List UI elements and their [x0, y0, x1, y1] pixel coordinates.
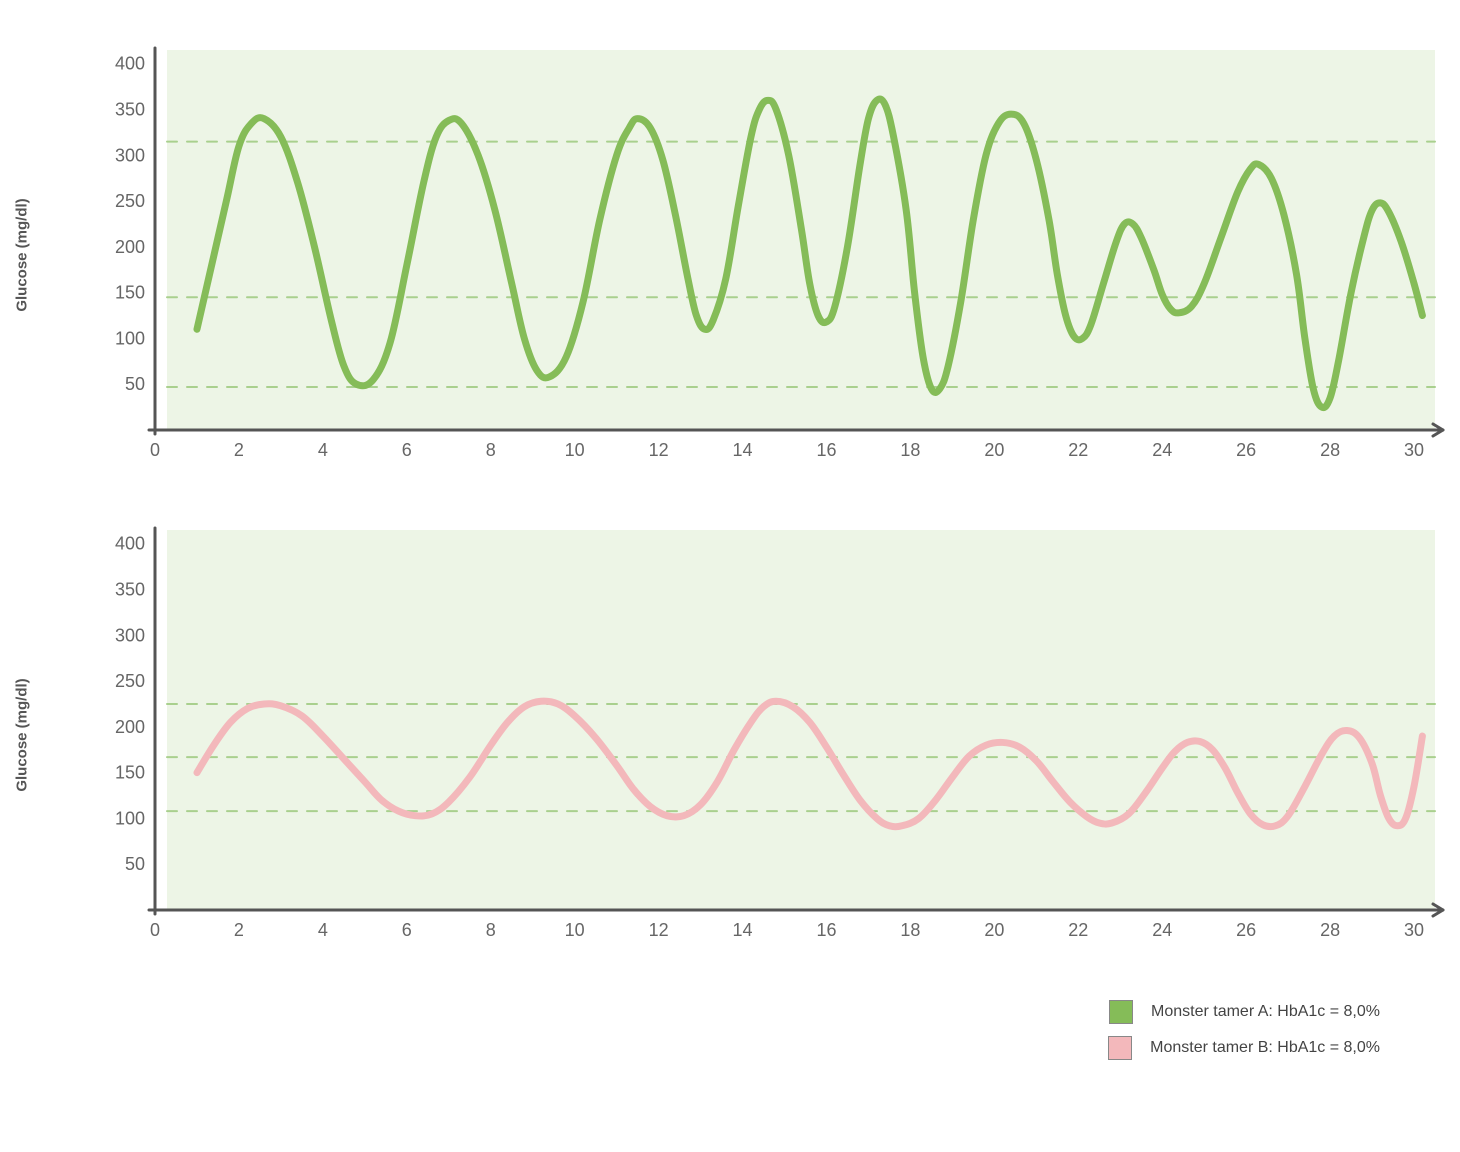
svg-text:4: 4 — [318, 920, 328, 940]
svg-text:8: 8 — [486, 440, 496, 460]
svg-text:6: 6 — [402, 440, 412, 460]
legend-swatch-a — [1109, 1000, 1133, 1024]
svg-text:100: 100 — [115, 808, 145, 828]
chart-a-ylabel: Glucose (mg/dl) — [14, 198, 31, 311]
svg-text:30: 30 — [1404, 920, 1424, 940]
chart-b-svg: 5010015020025030035040002468101214161820… — [100, 520, 1455, 950]
svg-text:0: 0 — [150, 440, 160, 460]
svg-text:28: 28 — [1320, 440, 1340, 460]
chart-b-ylabel: Glucose (mg/dl) — [14, 678, 31, 791]
legend-swatch-b — [1108, 1036, 1132, 1060]
svg-text:2: 2 — [234, 920, 244, 940]
legend-label-a: Monster tamer A: HbA1c = 8,0% — [1151, 1003, 1380, 1021]
chart-a-wrap: 5010015020025030035040002468101214161820… — [100, 40, 1420, 470]
svg-text:0: 0 — [150, 920, 160, 940]
svg-text:14: 14 — [733, 440, 753, 460]
svg-text:8: 8 — [486, 920, 496, 940]
svg-text:4: 4 — [318, 440, 328, 460]
svg-text:350: 350 — [115, 100, 145, 120]
svg-text:18: 18 — [900, 440, 920, 460]
chart-b-wrap: 5010015020025030035040002468101214161820… — [100, 520, 1420, 950]
svg-text:400: 400 — [115, 534, 145, 554]
svg-text:150: 150 — [115, 763, 145, 783]
svg-text:24: 24 — [1152, 440, 1172, 460]
svg-text:300: 300 — [115, 625, 145, 645]
svg-text:14: 14 — [733, 920, 753, 940]
svg-text:250: 250 — [115, 671, 145, 691]
svg-text:150: 150 — [115, 283, 145, 303]
svg-text:300: 300 — [115, 145, 145, 165]
legend-label-b: Monster tamer B: HbA1c = 8,0% — [1150, 1039, 1380, 1057]
svg-text:6: 6 — [402, 920, 412, 940]
svg-text:200: 200 — [115, 237, 145, 257]
svg-text:2: 2 — [234, 440, 244, 460]
chart-a-container: Glucose (mg/dl) 501001502002503003504000… — [40, 40, 1420, 470]
svg-text:10: 10 — [565, 920, 585, 940]
svg-text:18: 18 — [900, 920, 920, 940]
svg-text:20: 20 — [984, 920, 1004, 940]
svg-text:24: 24 — [1152, 920, 1172, 940]
svg-text:12: 12 — [649, 920, 669, 940]
svg-text:26: 26 — [1236, 920, 1256, 940]
svg-text:26: 26 — [1236, 440, 1256, 460]
chart-b-container: Glucose (mg/dl) 501001502002503003504000… — [40, 520, 1420, 950]
svg-text:22: 22 — [1068, 920, 1088, 940]
svg-text:16: 16 — [816, 440, 836, 460]
svg-text:20: 20 — [984, 440, 1004, 460]
svg-text:250: 250 — [115, 191, 145, 211]
svg-text:400: 400 — [115, 54, 145, 74]
svg-text:50: 50 — [125, 854, 145, 874]
legend-item-b: Monster tamer B: HbA1c = 8,0% — [1108, 1036, 1380, 1060]
svg-text:350: 350 — [115, 580, 145, 600]
svg-text:10: 10 — [565, 440, 585, 460]
svg-text:100: 100 — [115, 328, 145, 348]
svg-text:22: 22 — [1068, 440, 1088, 460]
chart-a-svg: 5010015020025030035040002468101214161820… — [100, 40, 1455, 470]
svg-text:30: 30 — [1404, 440, 1424, 460]
legend: Monster tamer A: HbA1c = 8,0% Monster ta… — [100, 1000, 1420, 1060]
svg-text:50: 50 — [125, 374, 145, 394]
legend-item-a: Monster tamer A: HbA1c = 8,0% — [1109, 1000, 1380, 1024]
svg-text:28: 28 — [1320, 920, 1340, 940]
svg-text:200: 200 — [115, 717, 145, 737]
svg-text:16: 16 — [816, 920, 836, 940]
svg-text:12: 12 — [649, 440, 669, 460]
